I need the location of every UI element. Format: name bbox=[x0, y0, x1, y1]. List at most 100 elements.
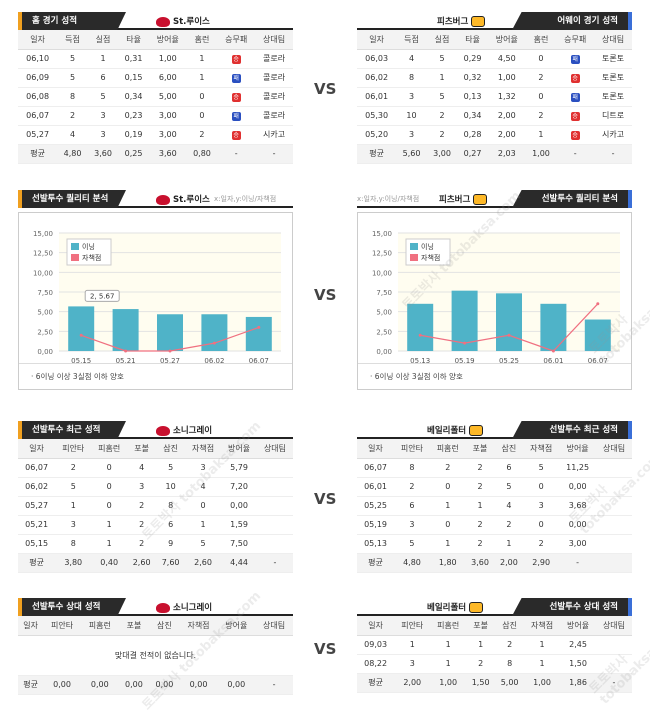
table-cell: 콜로라 bbox=[255, 68, 293, 88]
table-cell: 06,02 bbox=[357, 68, 397, 88]
table-cell: 4 bbox=[127, 458, 157, 478]
quality-left-panel: 선발투수 퀄리티 분석 St.루이스 x:일자,y:이닝/자책점 15,00 12… bbox=[18, 190, 293, 390]
loss-icon: 패 bbox=[570, 54, 580, 64]
result-badge: 승 bbox=[217, 87, 256, 107]
home-recent-panel: 홈 경기 성적 St.루이스 일자 득점 실점 타율 방어율 홈런 승무패 상대팀 06,10 5… bbox=[18, 12, 293, 164]
y-tick-label: 12,50 bbox=[372, 250, 392, 258]
table-cell: 10 bbox=[156, 477, 186, 497]
average-cell: 평균 bbox=[18, 143, 58, 164]
average-cell: 5,00 bbox=[495, 672, 525, 693]
average-cell bbox=[596, 552, 632, 573]
table-cell: 2,00 bbox=[487, 125, 526, 145]
average-cell: 1,00 bbox=[525, 143, 557, 164]
table-cell: 3 bbox=[87, 106, 119, 126]
table-cell: 8 bbox=[55, 534, 92, 554]
table-cell bbox=[596, 458, 632, 478]
average-cell: 7,60 bbox=[156, 552, 186, 573]
table-cell: 0,34 bbox=[118, 87, 149, 107]
average-cell: 0,00 bbox=[118, 674, 150, 695]
table-cell: 1 bbox=[186, 49, 218, 69]
average-cell: 3,60 bbox=[148, 143, 187, 164]
column-header: 포볼 bbox=[127, 439, 157, 459]
average-cell: 0,00 bbox=[149, 674, 180, 695]
table-cell: 05,19 bbox=[357, 515, 395, 535]
table-cell: 3 bbox=[396, 87, 427, 107]
column-header: 삼진 bbox=[149, 616, 180, 636]
table-cell: 1 bbox=[494, 534, 524, 554]
table-header-row: 일자 피안타 피홈런 포볼 삼진 자책점 방어율 상대팀 bbox=[357, 439, 632, 459]
table-cell: 08,22 bbox=[357, 654, 395, 674]
table-cell: 1 bbox=[466, 635, 496, 655]
table-cell: 0,00 bbox=[559, 515, 597, 535]
column-header: 일자 bbox=[357, 616, 395, 636]
win-icon: 승 bbox=[231, 54, 241, 64]
average-cell: 0,80 bbox=[186, 143, 218, 164]
y-tick-label: 0,00 bbox=[376, 348, 392, 356]
table-header-row: 일자 피안타 피홈런 포볼 삼진 자책점 방어율 상대팀 bbox=[357, 616, 632, 636]
table-cell: 5 bbox=[185, 534, 222, 554]
table-cell: 3,00 bbox=[559, 534, 597, 554]
column-header: 피안타 bbox=[394, 616, 431, 636]
average-row: 평균 3,80 0,40 2,60 7,60 2,60 4,44- bbox=[18, 552, 293, 573]
average-cell: 4,44 bbox=[221, 552, 257, 573]
average-cell: 평균 bbox=[357, 143, 397, 164]
table-cell: 8 bbox=[495, 654, 525, 674]
column-header: 일자 bbox=[18, 616, 44, 636]
x-tick-label: 05,27 bbox=[160, 357, 180, 365]
pitcher-vs-right-panel: 베일리폴터 선발투수 상대 성적 일자 피안타 피홈런 포볼 삼진 자책점 방어율 상대팀 09… bbox=[357, 598, 632, 693]
table-cell: 2 bbox=[127, 515, 157, 535]
average-cell: - bbox=[256, 552, 293, 573]
x-tick-label: 05,19 bbox=[455, 357, 475, 365]
quality-right-panel: x:일자,y:이닝/자책점 피츠버그 선발투수 퀄리티 분석 15,00 12,5… bbox=[357, 190, 632, 390]
table-cell: 2 bbox=[523, 534, 560, 554]
table-cell: 2 bbox=[55, 458, 92, 478]
loss-icon: 패 bbox=[231, 111, 241, 121]
table-cell: 1 bbox=[186, 68, 218, 88]
table-row: 05,27 4 3 0,19 3,00 2 승 시카고 bbox=[18, 125, 293, 145]
table-cell: 3,00 bbox=[148, 106, 187, 126]
vs-label-1: VS bbox=[314, 80, 337, 98]
average-cell: 평균 bbox=[18, 552, 56, 573]
table-cell: 5 bbox=[57, 68, 88, 88]
y-tick-label: 15,00 bbox=[33, 230, 53, 238]
table-cell: 05,25 bbox=[357, 496, 395, 516]
vs-label-2: VS bbox=[314, 286, 337, 304]
vs-label-4: VS bbox=[314, 640, 337, 658]
column-header: 일자 bbox=[18, 30, 58, 50]
table-cell: 2 bbox=[426, 106, 458, 126]
table-cell: 6 bbox=[494, 458, 524, 478]
column-header: 상대팀 bbox=[255, 30, 293, 50]
table-cell: 4,50 bbox=[487, 49, 526, 69]
column-header: 득점 bbox=[57, 30, 88, 50]
table-cell: 0 bbox=[185, 496, 222, 516]
pitcher-left-name: 소니그레이 bbox=[156, 424, 212, 436]
legend-swatch-er bbox=[410, 254, 418, 261]
table-cell: 0,28 bbox=[457, 125, 488, 145]
tooltip-text: 2, 5.67 bbox=[90, 292, 115, 300]
y-tick-label: 10,00 bbox=[33, 269, 53, 277]
earned-runs-point bbox=[418, 333, 422, 337]
x-tick-label: 05,13 bbox=[410, 357, 430, 365]
table-row: 06,10 5 1 0,31 1,00 1 승 콜로라 bbox=[18, 49, 293, 69]
average-row: 평균 5,60 3,00 0,27 2,03 1,00- - bbox=[357, 143, 632, 164]
average-cell: 3,60 bbox=[87, 143, 119, 164]
table-cell: 2 bbox=[495, 635, 525, 655]
table-cell: 5,79 bbox=[221, 458, 257, 478]
table-cell: 2 bbox=[465, 534, 495, 554]
table-cell: 1,00 bbox=[148, 49, 187, 69]
quality-left-header: 선발투수 퀄리티 분석 St.루이스 x:일자,y:이닝/자책점 bbox=[18, 190, 293, 208]
pitcher-right-name: 베일리폴터 bbox=[427, 424, 484, 436]
table-cell: 5 bbox=[55, 477, 92, 497]
table-cell bbox=[596, 534, 632, 554]
earned-runs-point bbox=[551, 349, 555, 353]
pitcher-vs-right-header: 베일리폴터 선발투수 상대 성적 bbox=[357, 598, 632, 616]
earned-runs-point bbox=[596, 302, 600, 306]
table-cell: 0 bbox=[523, 477, 560, 497]
innings-bar bbox=[540, 303, 567, 351]
table-cell: 0 bbox=[525, 49, 557, 69]
table-cell: 05,30 bbox=[357, 106, 397, 126]
table-cell: 3 bbox=[394, 515, 430, 535]
table-row: 06,01 3 5 0,13 1,32 0 패 토론토 bbox=[357, 87, 632, 107]
average-cell: 0,00 bbox=[43, 674, 81, 695]
